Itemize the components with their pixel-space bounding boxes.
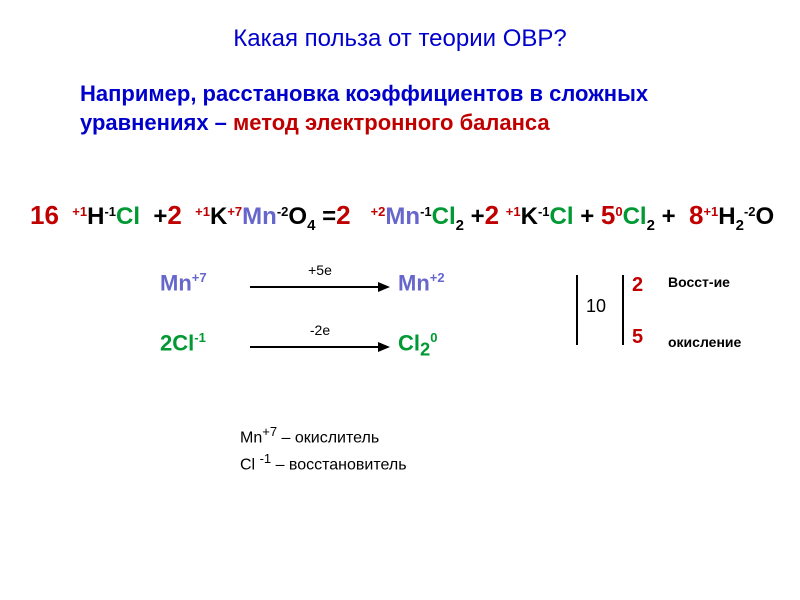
cl-right-ch: 0	[430, 330, 437, 345]
tally-label-bot: окисление	[668, 334, 741, 350]
cl-right: Cl	[398, 330, 420, 355]
coef-2b: 2	[336, 200, 350, 230]
coef-8: 8	[689, 200, 703, 230]
half-rxn-2-right: Cl20	[398, 330, 437, 361]
arrow-1: +5e	[250, 258, 390, 293]
ox-Hb: +1	[703, 204, 718, 219]
tally-mult-bot: 5	[632, 326, 643, 349]
ox-Ob: -2	[744, 204, 756, 219]
mn-right: Mn	[398, 270, 430, 295]
coef-2a: 2	[167, 200, 181, 230]
ox-O: -2	[277, 204, 289, 219]
ox-Mn7: +7	[227, 204, 242, 219]
coef-2c: 2	[485, 200, 499, 230]
cl-right-sub: 2	[420, 339, 430, 360]
note-mn-ch: +7	[262, 424, 277, 439]
tally-label-top: Восст-ие	[668, 274, 730, 290]
mn-left: Mn	[160, 270, 192, 295]
coef-16: 16	[30, 200, 59, 230]
ox-Cl: -1	[104, 204, 116, 219]
mn-left-ch: +7	[192, 270, 207, 285]
note-cl-txt: – восстановитель	[271, 457, 406, 474]
coef-5: 5	[601, 200, 615, 230]
tally-lcm: 10	[586, 296, 606, 317]
ox-Kb: +1	[506, 204, 521, 219]
etransfer-2: -2e	[310, 322, 330, 338]
note-mn: Mn	[240, 429, 262, 446]
ox-H: +1	[72, 204, 87, 219]
ox-Cl-b: -1	[420, 204, 432, 219]
note-cl: Cl	[240, 457, 260, 474]
tally-divider-2	[622, 275, 624, 345]
ox-K: +1	[195, 204, 210, 219]
half-rxn-2-left: 2Cl-1	[160, 330, 206, 356]
notes: Mn+7 – окислитель Cl -1 – восстановитель	[240, 420, 407, 479]
mn-right-ch: +2	[430, 270, 445, 285]
intro-text: Например, расстановка коэффициентов в сл…	[80, 80, 720, 137]
page-title: Какая польза от теории ОВР?	[0, 25, 800, 53]
ox-Mn2: +2	[371, 204, 386, 219]
cl-coef: 2	[160, 330, 172, 355]
ox-Cl-c: -1	[538, 204, 550, 219]
half-rxn-1-right: Mn+2	[398, 270, 445, 296]
half-rxn-1-left: Mn+7	[160, 270, 207, 296]
note-mn-txt: – окислитель	[277, 429, 379, 446]
note-cl-ch: -1	[260, 451, 272, 466]
intro-red: метод электронного баланса	[233, 110, 550, 135]
etransfer-1: +5e	[308, 262, 332, 278]
cl-left: Cl	[172, 330, 194, 355]
equation: 16 +1H-1Cl +2 +1K+7Mn-2O4 =2 +2Mn-1Cl2 +…	[30, 200, 790, 234]
ox-Cl0: 0	[615, 204, 622, 219]
tally-divider-1	[576, 275, 578, 345]
tally-mult-top: 2	[632, 274, 643, 297]
arrow-2: -2e	[250, 318, 390, 353]
cl-left-ch: -1	[194, 330, 206, 345]
